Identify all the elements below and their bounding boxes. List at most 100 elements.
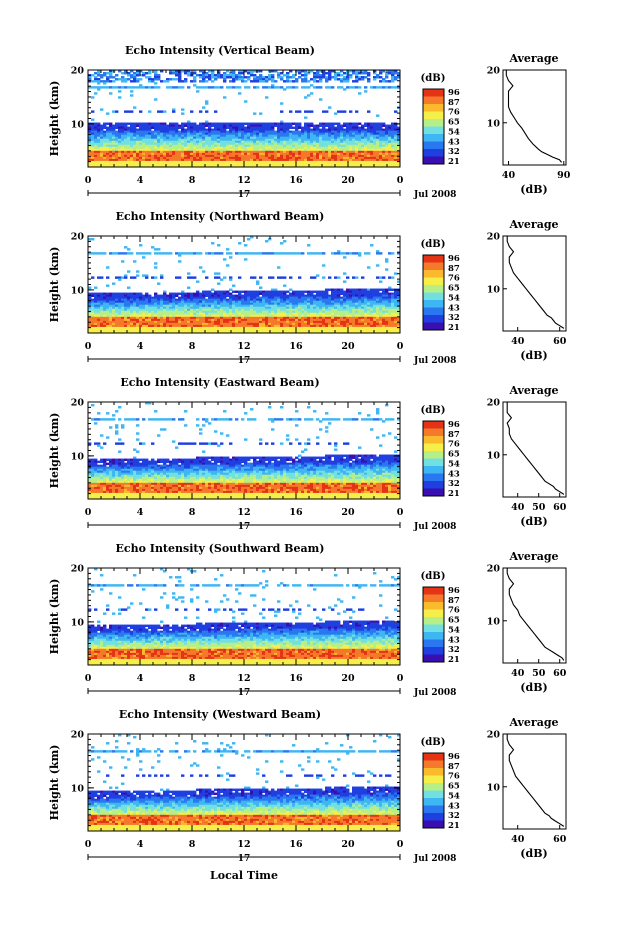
heatmap-cell [160,136,164,140]
date-label: Jul 2008 [413,190,456,200]
heatmap-cell [112,302,116,306]
heatmap-cell [286,290,290,293]
heatmap-cell [370,308,374,312]
heatmap-cell [199,138,203,142]
heatmap-cell [310,130,314,134]
heatmap-cell [250,150,254,154]
heatmap-cell [214,156,218,160]
heatmap-cell [202,126,206,129]
heatmap-cell [262,312,266,316]
heatmap-cell [337,292,341,295]
heatmap-cell [103,74,107,77]
heatmap-cell [109,252,113,255]
heatmap-cell [232,296,236,300]
heatmap-cell [268,238,272,241]
heatmap-cell [223,144,227,148]
heatmap-cell [190,126,194,129]
heatmap-cell [154,158,158,162]
heatmap-cell [238,134,242,138]
heatmap-cell [343,302,347,306]
heatmap-cell [340,160,344,164]
heatmap-cell [190,312,194,316]
heatmap-cell [181,310,185,314]
heatmap-cell [319,152,323,156]
heatmap-cell [268,294,272,298]
heatmap-cell [124,246,128,249]
heatmap-cell [379,160,383,164]
heatmap-cell [295,134,299,138]
heatmap-cell [394,148,398,152]
heatmap-cell [298,132,302,136]
heatmap-cell [130,148,134,152]
heatmap-cell [235,158,239,162]
heatmap-cell [283,306,287,310]
heatmap-cell [265,138,269,142]
heatmap-cell [112,292,116,295]
heatmap-cell [112,308,116,312]
heatmap-cell [226,160,230,164]
heatmap-cell [106,76,110,79]
heatmap-cell [163,300,167,304]
heatmap-cell [265,162,269,166]
heatmap-cell [262,132,266,136]
heatmap-cell [331,300,335,304]
heatmap-cell [295,164,299,168]
heatmap-cell [154,128,158,132]
profile-title: Average [508,52,558,65]
heatmap-cell [295,152,299,156]
heatmap-cell [154,76,158,79]
heatmap-cell [388,124,392,127]
heatmap-cell [349,86,353,89]
heatmap-cell [334,162,338,166]
heatmap-cell [244,132,248,136]
heatmap-cell [298,290,302,293]
heatmap-cell [352,292,356,295]
heatmap-cell [376,146,380,150]
heatmap-cell [307,150,311,154]
heatmap-cell [214,298,218,302]
heatmap-cell [313,150,317,154]
heatmap-cell [397,164,401,168]
heatmap-cell [331,140,335,144]
heatmap-cell [340,78,344,81]
heatmap-cell [196,128,200,132]
heatmap-cell [238,78,242,81]
heatmap-cell [202,270,206,273]
heatmap-cell [100,138,104,142]
heatmap-cell [316,294,320,298]
heatmap-cell [208,146,212,150]
heatmap-cell [307,296,311,300]
heatmap-cell [373,126,377,129]
heatmap-cell [112,142,116,146]
heatmap-cell [112,158,116,162]
heatmap-cell [229,134,233,138]
heatmap-cell [160,276,164,279]
heatmap-cell [307,140,311,144]
heatmap-cell [262,86,266,89]
heatmap-cell [379,138,383,142]
heatmap-cell [187,130,191,134]
heatmap-cell [286,150,290,154]
heatmap-cell [331,302,335,306]
heatmap-cell [88,252,92,255]
heatmap-cell [349,150,353,154]
heatmap-cell [280,302,284,306]
heatmap-cell [358,252,362,255]
heatmap-cell [289,164,293,168]
heatmap-cell [355,296,359,300]
heatmap-cell [199,136,203,140]
heatmap-cell [175,124,179,127]
heatmap-cell [388,308,392,312]
heatmap-cell [319,142,323,146]
heatmap-cell [133,86,137,89]
heatmap-cell [265,130,269,134]
heatmap-cell [292,296,296,300]
heatmap-cell [127,298,131,302]
heatmap-cell [322,136,326,140]
heatmap-cell [244,244,248,247]
heatmap-cell [193,310,197,314]
heatmap-cell [169,310,173,314]
heatmap-cell [370,290,374,293]
heatmap-cell [241,140,245,144]
heatmap-cell [91,146,95,150]
